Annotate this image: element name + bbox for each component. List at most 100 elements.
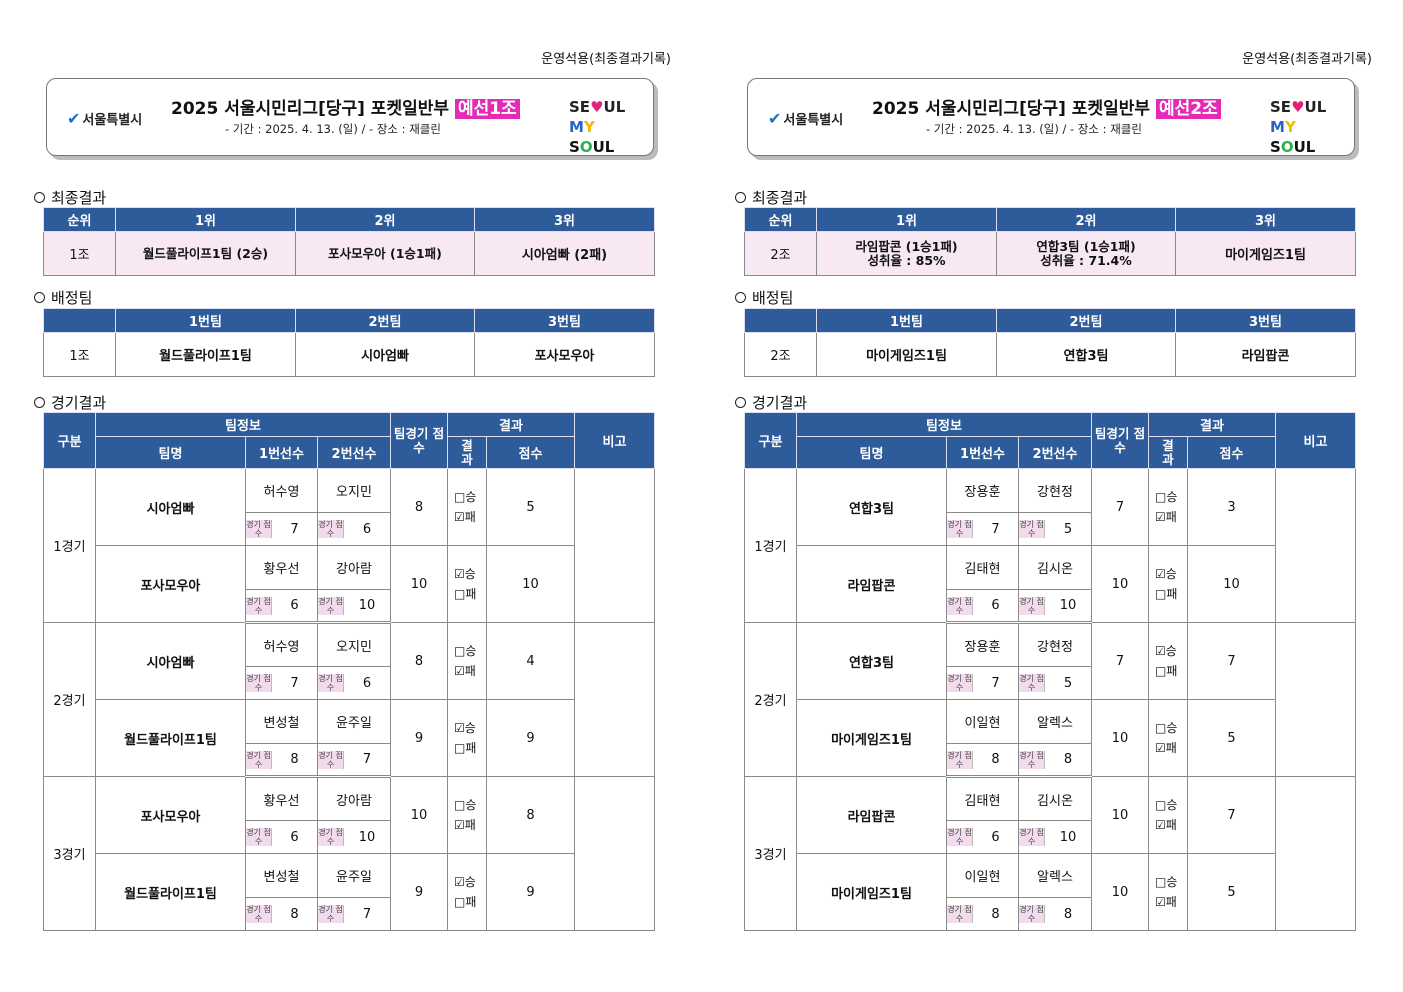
team-score-cell: 8 — [390, 622, 448, 700]
loss-checkbox[interactable]: □패 — [454, 587, 477, 601]
win-checkbox[interactable]: □승 — [1155, 798, 1178, 812]
result-cell: □승 ☑패 — [1148, 699, 1188, 777]
win-checkbox[interactable]: □승 — [454, 644, 477, 658]
team-name-cell: 라임팝콘 — [796, 545, 947, 623]
loss-checkbox[interactable]: □패 — [1155, 587, 1178, 601]
player2-score: 8 — [1063, 906, 1073, 922]
player2-name: 강아람 — [336, 793, 372, 809]
player2-name: 윤주일 — [336, 716, 372, 731]
player2-cell: 윤주일 — [317, 699, 391, 744]
note-cell — [1275, 468, 1357, 623]
score-cell: 4 — [485, 622, 576, 700]
player1-cell: 허수영 — [245, 468, 318, 513]
bullet-circle-icon — [735, 292, 746, 303]
score-cell: 7 — [1186, 622, 1277, 700]
loss-checkbox[interactable]: ☑패 — [1155, 741, 1177, 755]
loss-checkbox[interactable]: ☑패 — [454, 818, 476, 832]
win-checkbox[interactable]: □승 — [1155, 721, 1178, 735]
note-header: 비고 — [574, 412, 656, 469]
win-checkbox[interactable]: ☑승 — [1155, 567, 1177, 581]
loss-checkbox[interactable]: ☑패 — [1155, 818, 1177, 832]
loss-checkbox[interactable]: ☑패 — [1155, 510, 1177, 524]
score-value: 4 — [526, 653, 535, 669]
rank-header: 순위 — [744, 207, 817, 232]
player2-cell: 강아람 — [317, 545, 391, 590]
win-checkbox[interactable]: □승 — [1155, 875, 1178, 889]
win-checkbox[interactable]: □승 — [454, 798, 477, 812]
title-box: ✔ 서울특별시 2025 서울시민리그[당구] 포켓일반부 예선2조 - 기간 :… — [747, 78, 1355, 156]
win-checkbox[interactable]: ☑승 — [454, 567, 476, 581]
player1-cell: 이일현 — [946, 699, 1019, 744]
loss-checkbox[interactable]: □패 — [454, 895, 477, 909]
score-label: 경기 점수 — [1019, 828, 1045, 846]
game-label: 3경기 — [43, 776, 96, 931]
score-value: 5 — [526, 499, 535, 515]
usage-note: 운영석용(최종결과기록) — [1242, 52, 1372, 67]
event-subtitle: - 기간 : 2025. 4. 13. (일) / - 장소 : 재클린 — [225, 122, 441, 136]
team-name: 라임팝콘 — [847, 809, 896, 825]
score-label: 경기 점수 — [246, 750, 272, 769]
third-header: 3위 — [474, 207, 655, 232]
result-sub-header: 결 과 — [447, 436, 487, 469]
loss-checkbox[interactable]: ☑패 — [1155, 895, 1177, 909]
player1-score: 7 — [290, 675, 299, 691]
title-box: ✔ 서울특별시 2025 서울시민리그[당구] 포켓일반부 예선1조 - 기간 :… — [46, 78, 654, 156]
team2-cell: 시아엄빠 — [295, 332, 475, 377]
assigned-teams-title: 배정팀 — [752, 289, 794, 307]
game-label: 3경기 — [744, 776, 797, 931]
player2-cell: 강아람 — [317, 776, 391, 821]
loss-checkbox[interactable]: □패 — [454, 741, 477, 755]
result-cell: □승 ☑패 — [447, 622, 487, 700]
seoul-symbol-icon: ✔ — [768, 109, 782, 128]
game-results-heading: 경기결과 — [34, 392, 106, 413]
team-score-cell: 9 — [390, 853, 448, 931]
team-name-header: 팀명 — [95, 436, 246, 469]
note-cell — [574, 622, 656, 777]
player2-header: 2번선수 — [1018, 436, 1092, 469]
result-cell: □승 ☑패 — [1148, 853, 1188, 931]
loss-checkbox[interactable]: ☑패 — [454, 510, 476, 524]
win-checkbox[interactable]: □승 — [454, 490, 477, 504]
score-cell: 9 — [485, 853, 576, 931]
player1-name: 황우선 — [263, 562, 300, 577]
first-place-cell: 라임팝콘 (1승1패) 성취율 : 85% — [816, 231, 997, 276]
team-name-cell: 포사모우아 — [95, 776, 246, 854]
team1-cell: 월드풀라이프1팀 — [115, 332, 296, 377]
loss-checkbox[interactable]: □패 — [1155, 664, 1178, 678]
player2-score: 7 — [362, 906, 372, 922]
team2-header: 2번팀 — [996, 308, 1176, 333]
team-name-cell: 마이게임즈1팀 — [796, 853, 947, 931]
loss-checkbox[interactable]: ☑패 — [454, 664, 476, 678]
player2-header: 2번선수 — [317, 436, 391, 469]
player2-score-cell: 경기 점수 7 — [317, 743, 391, 778]
win-checkbox[interactable]: ☑승 — [454, 721, 476, 735]
player1-cell: 장용훈 — [946, 622, 1019, 667]
score-value: 3 — [1227, 499, 1236, 515]
player2-score-cell: 경기 점수 5 — [1018, 512, 1092, 546]
team-score-cell: 9 — [390, 699, 448, 777]
event-title-text: 2025 서울시민리그[당구] 포켓일반부 — [872, 99, 1156, 119]
rank-header: 순위 — [43, 207, 116, 232]
result-cell: ☑승 □패 — [447, 545, 487, 623]
player1-name: 황우선 — [263, 793, 300, 809]
player1-cell: 장용훈 — [946, 468, 1019, 513]
win-checkbox[interactable]: ☑승 — [1155, 644, 1177, 658]
win-checkbox[interactable]: □승 — [1155, 490, 1178, 504]
first-header: 1위 — [816, 207, 997, 232]
note-header: 비고 — [1275, 412, 1357, 469]
player1-cell: 이일현 — [946, 853, 1019, 898]
score-value: 8 — [526, 807, 535, 823]
result-cell: □승 ☑패 — [447, 776, 487, 854]
second-place-cell: 연합3팀 (1승1패) 성취율 : 71.4% — [996, 231, 1176, 276]
player2-cell: 알렉스 — [1018, 853, 1092, 898]
team-info-header: 팀정보 — [95, 412, 391, 437]
third-header: 3위 — [1175, 207, 1356, 232]
player2-score-cell: 경기 점수 6 — [317, 666, 391, 700]
player1-name: 김태현 — [964, 562, 1001, 577]
score-label: 경기 점수 — [318, 905, 344, 923]
team-name: 월드풀라이프1팀 — [124, 886, 217, 902]
event-title: 2025 서울시민리그[당구] 포켓일반부 예선1조 — [171, 94, 520, 119]
win-checkbox[interactable]: ☑승 — [454, 875, 476, 889]
player2-score: 10 — [358, 598, 376, 613]
note-cell — [1275, 622, 1357, 777]
